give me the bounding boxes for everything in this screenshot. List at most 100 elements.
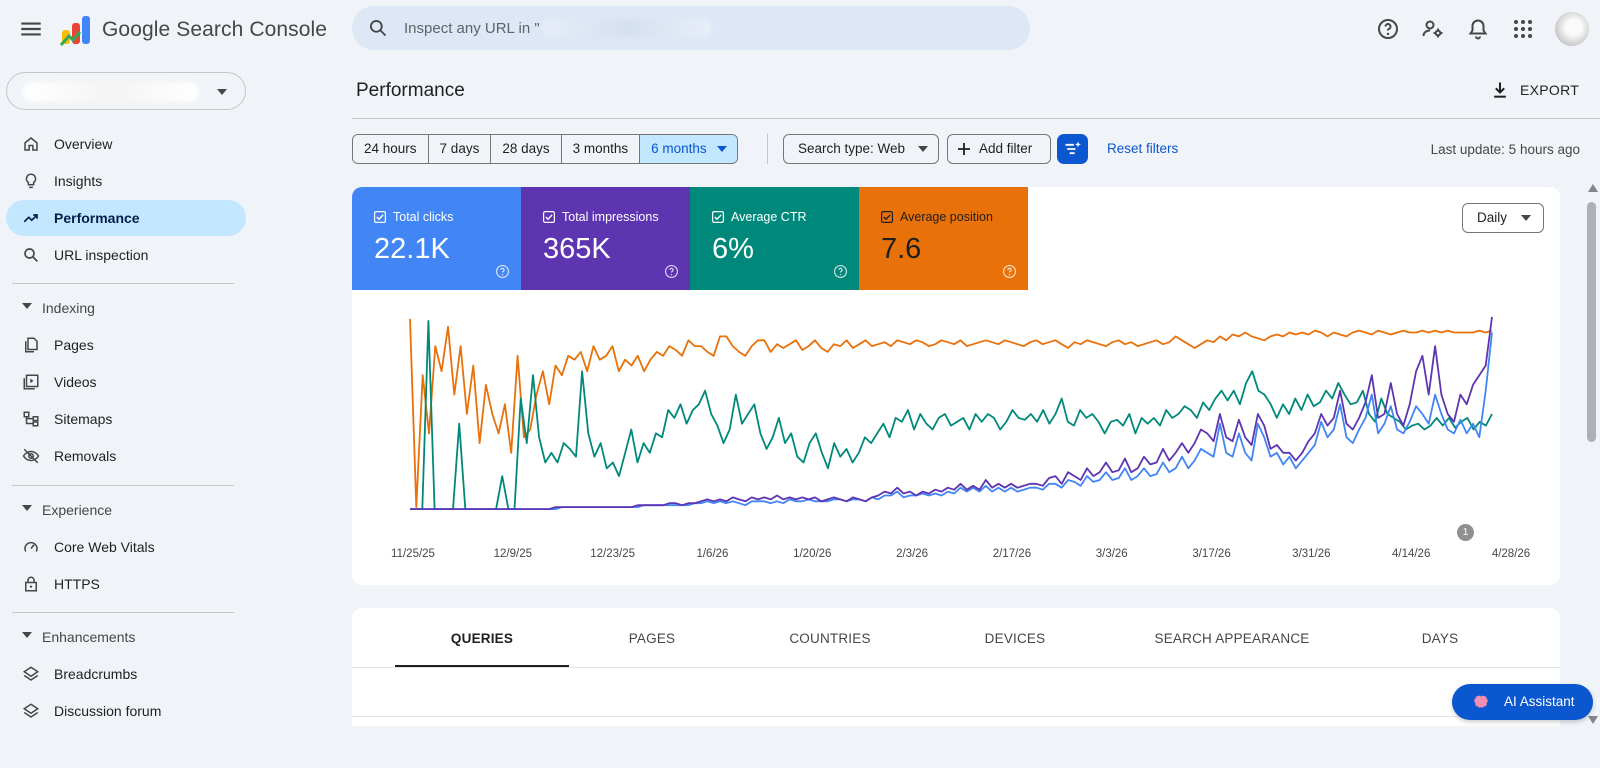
nav-url-inspection[interactable]: URL inspection xyxy=(6,237,246,273)
checkbox-checked-icon xyxy=(712,211,724,223)
series-line-total-impressions xyxy=(410,316,1493,511)
filter-separator xyxy=(767,134,768,164)
help-icon[interactable] xyxy=(1002,264,1017,279)
x-tick-label: 12/23/25 xyxy=(590,548,636,560)
lightbulb-icon xyxy=(22,172,40,190)
metric-total-impressions[interactable]: Total impressions 365K xyxy=(521,187,690,290)
range-3-months[interactable]: 3 months xyxy=(561,135,641,163)
series-line-average-position xyxy=(409,318,1493,509)
trending-up-icon xyxy=(22,209,40,227)
apps-grid-icon[interactable] xyxy=(1511,17,1535,41)
redacted-property xyxy=(23,82,199,102)
property-selector[interactable] xyxy=(6,72,246,110)
ai-assistant-button[interactable]: AI Assistant xyxy=(1452,684,1593,720)
chevron-down-icon xyxy=(918,146,928,152)
nav-removals[interactable]: Removals xyxy=(6,438,246,474)
checkbox-checked-icon xyxy=(374,211,386,223)
filter-sparkle-icon xyxy=(1065,141,1081,155)
chevron-down-icon xyxy=(716,146,727,152)
search-type-filter[interactable]: Search type: Web xyxy=(783,134,939,164)
lock-icon xyxy=(22,575,40,593)
checkbox-checked-icon xyxy=(543,211,555,223)
metric-total-clicks[interactable]: Total clicks 22.1K xyxy=(352,187,521,290)
tab-days[interactable]: DAYS xyxy=(1421,631,1459,646)
metric-average-position[interactable]: Average position 7.6 xyxy=(859,187,1028,290)
account-avatar[interactable] xyxy=(1555,12,1589,46)
help-icon[interactable] xyxy=(833,264,848,279)
home-icon xyxy=(22,135,40,153)
nav-core-web-vitals[interactable]: Core Web Vitals xyxy=(6,529,246,565)
tab-search-appearance[interactable]: SEARCH APPEARANCE xyxy=(1154,631,1310,646)
range-24-hours[interactable]: 24 hours xyxy=(353,135,429,163)
chevron-down-icon xyxy=(217,89,227,95)
video-icon xyxy=(22,373,40,391)
last-update-text: Last update: 5 hours ago xyxy=(1430,142,1580,157)
x-tick-label: 4/14/26 xyxy=(1391,548,1431,560)
sidebar-divider xyxy=(12,485,234,486)
ai-filter-button[interactable] xyxy=(1057,134,1088,164)
sidebar-divider xyxy=(12,283,234,284)
chart-annotation-badge[interactable]: 1 xyxy=(1457,524,1474,541)
nav-sitemaps[interactable]: Sitemaps xyxy=(6,401,246,437)
help-icon[interactable] xyxy=(495,264,510,279)
nav-pages[interactable]: Pages xyxy=(6,327,246,363)
metric-average-ctr[interactable]: Average CTR 6% xyxy=(690,187,859,290)
notifications-icon[interactable] xyxy=(1466,17,1490,41)
search-console-logo-icon xyxy=(60,14,94,46)
tab-queries[interactable]: QUERIES xyxy=(450,631,514,646)
scroll-down-arrow-icon[interactable] xyxy=(1588,716,1598,724)
x-tick-label: 3/3/26 xyxy=(1095,548,1128,560)
nav-performance[interactable]: Performance xyxy=(6,200,246,236)
header-divider xyxy=(352,118,1600,119)
manage-users-icon[interactable] xyxy=(1421,17,1445,41)
scroll-up-arrow-icon[interactable] xyxy=(1588,184,1598,192)
x-tick-label: 1/6/26 xyxy=(696,548,729,560)
x-tick-label: 1/20/26 xyxy=(793,548,832,560)
active-tab-indicator xyxy=(395,665,569,667)
gauge-icon xyxy=(22,538,40,556)
nav-videos[interactable]: Videos xyxy=(6,364,246,400)
nav-https[interactable]: HTTPS xyxy=(6,566,246,602)
x-tick-label: 2/17/26 xyxy=(992,548,1032,560)
pages-icon xyxy=(22,336,40,354)
tab-devices[interactable]: DEVICES xyxy=(984,631,1046,646)
caret-down-icon xyxy=(22,505,32,511)
layers-icon xyxy=(22,665,40,683)
page-title: Performance xyxy=(356,80,465,101)
sidebar-divider xyxy=(12,612,234,613)
x-tick-label: 3/31/26 xyxy=(1292,548,1331,560)
layers-icon xyxy=(22,702,40,720)
series-line-average-ctr xyxy=(410,319,1493,511)
url-inspection-search[interactable] xyxy=(352,6,1030,50)
top-bar: Google Search Console xyxy=(0,0,1600,58)
sitemap-icon xyxy=(22,410,40,428)
tab-countries[interactable]: COUNTRIES xyxy=(789,631,871,646)
scrollbar-thumb[interactable] xyxy=(1587,202,1596,442)
checkbox-checked-icon xyxy=(881,211,893,223)
nav-insights[interactable]: Insights xyxy=(6,163,246,199)
range-6-months[interactable]: 6 months xyxy=(640,135,737,163)
reset-filters-link[interactable]: Reset filters xyxy=(1107,141,1179,156)
brain-icon xyxy=(1472,693,1490,711)
nav-overview[interactable]: Overview xyxy=(6,126,246,162)
nav-discussion-forum[interactable]: Discussion forum xyxy=(6,693,246,729)
chevron-down-icon xyxy=(1521,215,1531,221)
help-icon[interactable] xyxy=(664,264,679,279)
granularity-dropdown[interactable]: Daily xyxy=(1462,203,1544,233)
search-icon xyxy=(22,246,40,264)
x-tick-label: 11/25/25 xyxy=(391,548,435,560)
eye-off-icon xyxy=(22,447,40,465)
help-icon[interactable] xyxy=(1376,17,1400,41)
redacted-property-name xyxy=(542,19,712,37)
performance-line-chart xyxy=(409,316,1493,511)
x-tick-label: 3/17/26 xyxy=(1192,548,1231,560)
plus-icon xyxy=(958,143,970,155)
page-bottom xyxy=(0,726,1600,768)
range-28-days[interactable]: 28 days xyxy=(491,135,562,163)
nav-breadcrumbs[interactable]: Breadcrumbs xyxy=(6,656,246,692)
tab-pages[interactable]: PAGES xyxy=(628,631,676,646)
menu-icon[interactable] xyxy=(18,16,44,42)
date-range-selector: 24 hours 7 days 28 days 3 months 6 month… xyxy=(352,134,738,164)
range-7-days[interactable]: 7 days xyxy=(428,135,492,163)
add-filter-button[interactable]: Add filter xyxy=(947,134,1051,164)
